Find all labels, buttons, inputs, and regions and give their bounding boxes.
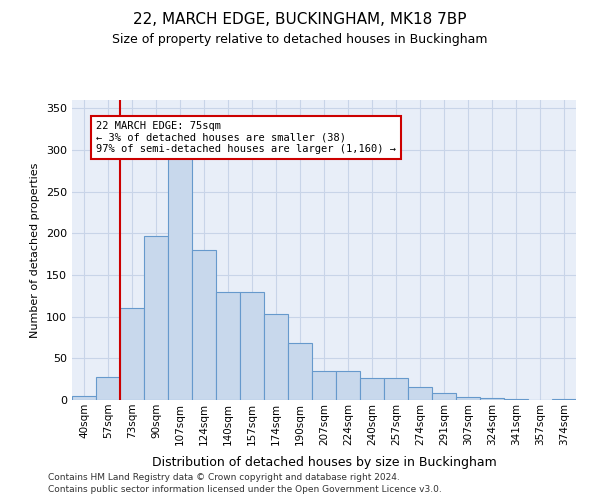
Bar: [192, 250, 216, 400]
Bar: [480, 398, 504, 400]
Bar: [504, 399, 528, 400]
Y-axis label: Number of detached properties: Number of detached properties: [31, 162, 40, 338]
Text: Contains HM Land Registry data © Crown copyright and database right 2024.: Contains HM Land Registry data © Crown c…: [48, 472, 400, 482]
Bar: [456, 396, 480, 400]
X-axis label: Distribution of detached houses by size in Buckingham: Distribution of detached houses by size …: [152, 456, 496, 469]
Bar: [144, 236, 168, 400]
Bar: [288, 344, 312, 400]
Bar: [360, 378, 384, 400]
Bar: [168, 158, 192, 400]
Bar: [312, 371, 336, 400]
Bar: [240, 292, 264, 400]
Bar: [120, 308, 144, 400]
Bar: [336, 371, 360, 400]
Bar: [72, 396, 96, 400]
Text: Contains public sector information licensed under the Open Government Licence v3: Contains public sector information licen…: [48, 485, 442, 494]
Text: 22, MARCH EDGE, BUCKINGHAM, MK18 7BP: 22, MARCH EDGE, BUCKINGHAM, MK18 7BP: [133, 12, 467, 28]
Bar: [408, 386, 432, 400]
Bar: [384, 378, 408, 400]
Text: Size of property relative to detached houses in Buckingham: Size of property relative to detached ho…: [112, 32, 488, 46]
Bar: [216, 292, 240, 400]
Bar: [264, 314, 288, 400]
Bar: [552, 399, 576, 400]
Bar: [96, 376, 120, 400]
Text: 22 MARCH EDGE: 75sqm
← 3% of detached houses are smaller (38)
97% of semi-detach: 22 MARCH EDGE: 75sqm ← 3% of detached ho…: [96, 121, 396, 154]
Bar: [432, 394, 456, 400]
